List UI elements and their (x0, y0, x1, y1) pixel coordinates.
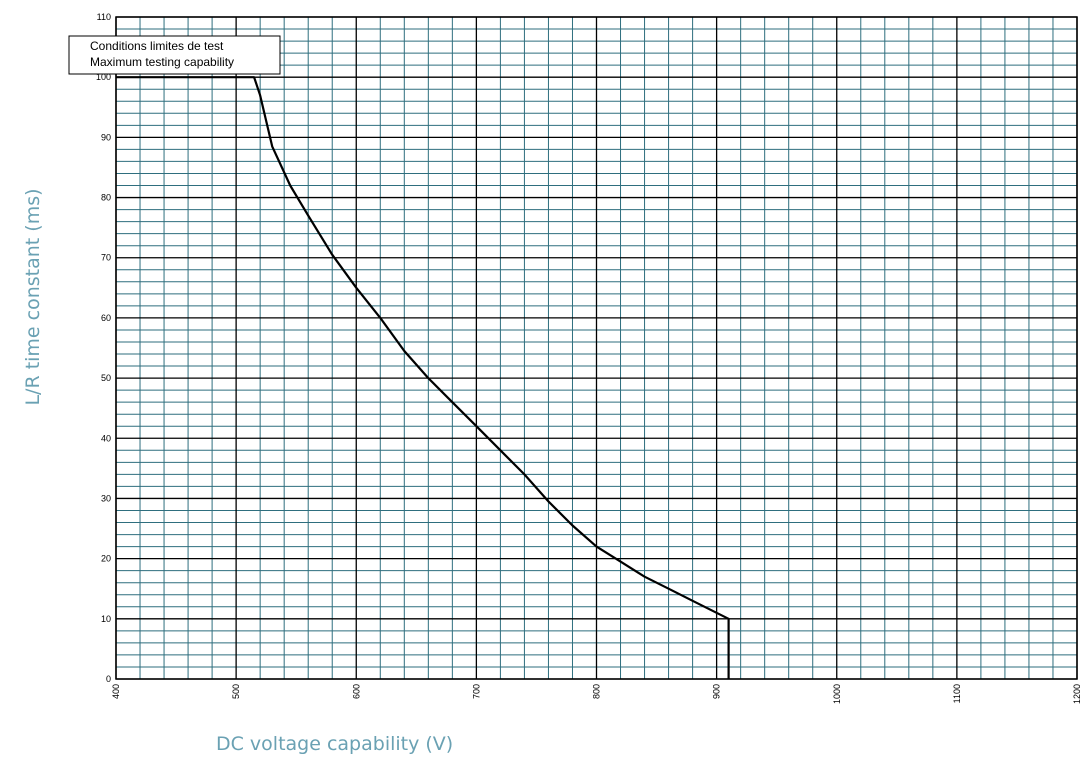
x-tick-label: 800 (592, 684, 602, 699)
grid (115, 16, 1078, 680)
y-axis-label: L/R time constant (ms) (22, 188, 44, 405)
x-tick-label: 600 (351, 684, 361, 699)
x-tick-label: 500 (231, 684, 241, 699)
x-axis-label: DC voltage capability (V) (216, 733, 453, 755)
tick-labels: 0 10 20 30 40 50 60 70 80 90 100 110 400 500 600 700 800… (96, 12, 1082, 704)
y-tick-label: 110 (97, 12, 111, 22)
annotation-box: Conditions limites de test Maximum testi… (68, 35, 281, 75)
x-tick-label: 1200 (1072, 684, 1082, 704)
x-tick-label: 400 (111, 684, 121, 699)
x-tick-label: 1100 (952, 684, 962, 703)
y-tick-label: 30 (101, 493, 111, 503)
y-tick-label: 80 (101, 193, 111, 203)
x-tick-label: 700 (471, 684, 481, 699)
plot-frame (115, 16, 1078, 680)
y-tick-label: 50 (101, 373, 111, 383)
y-tick-label: 20 (101, 554, 111, 564)
x-tick-label: 1000 (832, 684, 842, 704)
y-tick-label: 0 (106, 674, 111, 684)
y-tick-label: 100 (96, 72, 111, 82)
y-tick-label: 70 (101, 253, 111, 263)
y-tick-label: 10 (101, 614, 111, 624)
annotation-line-2: Maximum testing capability (90, 55, 234, 69)
y-tick-label: 40 (101, 433, 111, 443)
series-line (116, 76, 730, 679)
x-tick-label: 900 (712, 684, 722, 699)
y-tick-label: 90 (101, 132, 111, 142)
annotation-line-1: Conditions limites de test (90, 39, 224, 53)
y-tick-label: 60 (101, 313, 111, 323)
series-layer (116, 76, 730, 679)
